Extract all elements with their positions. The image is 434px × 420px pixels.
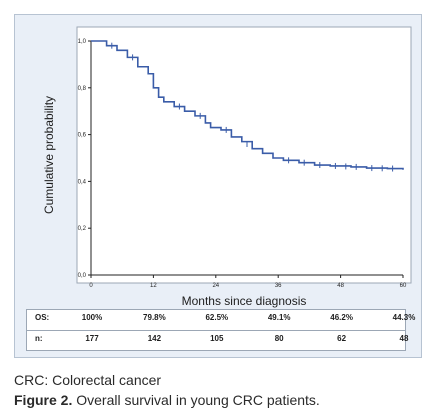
n-value: 80	[274, 334, 284, 343]
x-tick-label: 48	[337, 283, 344, 289]
figure-panel: 0 12 24 36 48 60 0,0 0,2 0,4 0,6 0,8 1,0 Months sin…	[14, 14, 422, 358]
y-axis-label: Cumulative probability	[42, 96, 56, 214]
x-axis-label: Months since diagnosis	[182, 294, 307, 308]
y-tick-label: 1,0	[78, 39, 87, 45]
os-value: 44.3%	[392, 313, 416, 322]
y-tick-label: 0,6	[78, 133, 87, 139]
x-tick-label: 60	[400, 283, 407, 289]
n-row-label: n:	[35, 334, 43, 343]
n-value: 142	[147, 334, 162, 343]
os-value: 79.8%	[143, 313, 166, 322]
os-value: 49.1%	[267, 313, 291, 322]
risk-table: OS: 100% 79.8% 62.5% 49.1% 46.2% 44.3% n: 177…	[26, 309, 415, 351]
figure-label: Figure 2.	[14, 392, 73, 408]
n-row: n: 177 142 105 80 62 48	[27, 330, 408, 351]
os-value: 62.5%	[205, 313, 229, 322]
os-row: OS: 100% 79.8% 62.5% 49.1% 46.2% 44.3%	[27, 310, 415, 330]
y-tick-label: 0,0	[78, 273, 87, 279]
plot-background	[76, 26, 412, 284]
figure-caption-text: Overall survival in young CRC patients.	[72, 392, 320, 408]
n-value: 105	[210, 334, 224, 343]
x-tick-label: 36	[275, 283, 282, 289]
y-tick-label: 0,4	[78, 179, 87, 185]
survival-curve	[91, 40, 404, 170]
x-tick-label: 12	[150, 283, 157, 289]
os-value: 46.2%	[330, 313, 353, 322]
abbreviation-caption: CRC: Colorectal cancer	[14, 372, 162, 388]
y-tick-label: 0,2	[78, 226, 87, 232]
y-tick-label: 0,8	[78, 86, 87, 92]
n-value: 62	[337, 334, 347, 343]
os-value: 100%	[81, 313, 103, 322]
n-value: 177	[85, 334, 99, 343]
n-value: 48	[399, 334, 409, 343]
x-tick-label: 24	[212, 283, 219, 289]
survival-chart: 0 12 24 36 48 60 0,0 0,2 0,4 0,6 0,8 1,0 Months sin…	[42, 26, 412, 308]
x-tick-label: 0	[89, 283, 93, 289]
os-row-label: OS:	[35, 313, 50, 322]
figure-caption: Figure 2. Overall survival in young CRC …	[14, 392, 320, 408]
